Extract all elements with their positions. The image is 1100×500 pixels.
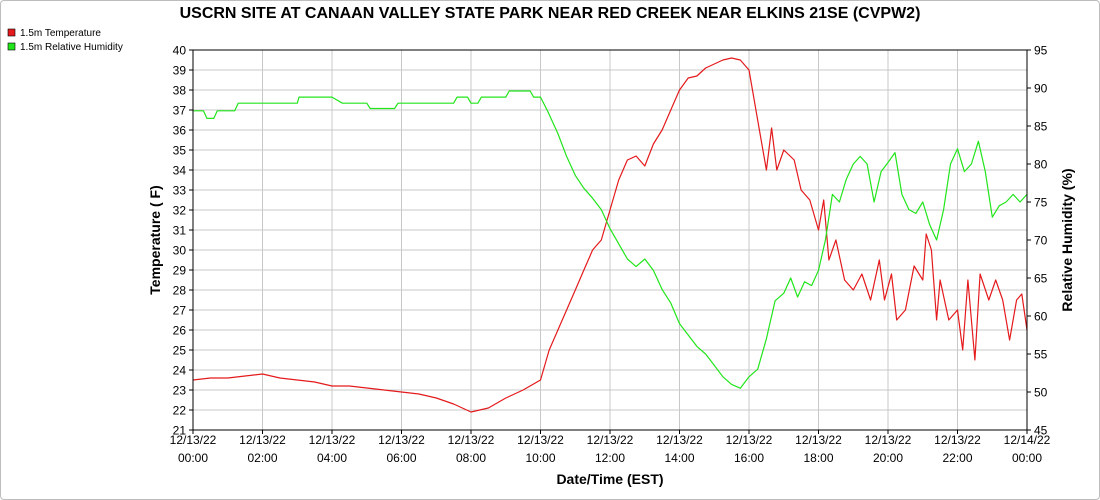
- legend: 1.5m Temperature 1.5m Relative Humidity: [7, 28, 123, 53]
- x-tick-date-label: 12/13/22: [309, 433, 356, 447]
- right-tick-label: 85: [1034, 120, 1048, 134]
- x-tick-date-label: 12/13/22: [517, 433, 564, 447]
- x-tick-date-label: 12/13/22: [239, 433, 286, 447]
- x-tick-date-label: 12/13/22: [934, 433, 981, 447]
- y-axis-right-label: Relative Humidity (%): [1059, 168, 1075, 311]
- legend-swatch-temperature: [7, 28, 16, 37]
- x-tick-date-label: 12/14/22: [1004, 433, 1051, 447]
- x-tick-date-label: 12/13/22: [865, 433, 912, 447]
- legend-label-temperature: 1.5m Temperature: [20, 28, 101, 39]
- left-tick-label: 30: [173, 244, 187, 258]
- humidity-series-line: [193, 90, 1028, 389]
- grid-lines: [192, 49, 1028, 431]
- left-tick-label: 33: [173, 184, 187, 198]
- x-axis-ticks: 12/13/22 00:00 12/13/22 02:00 12/13/22 04:00 1…: [170, 430, 1051, 465]
- right-tick-label: 75: [1034, 196, 1048, 210]
- x-tick-time-label: 00:00: [1012, 451, 1042, 465]
- x-axis-label: Date/Time (EST): [556, 471, 663, 487]
- left-tick-label: 36: [173, 124, 187, 138]
- left-axis-ticks: 21 22 23 24 25 26 27 28 29 30 31 32 33 34 35 36 37 38 39 40: [173, 44, 193, 438]
- left-tick-label: 32: [173, 204, 187, 218]
- left-tick-label: 23: [173, 384, 187, 398]
- left-tick-label: 27: [173, 304, 187, 318]
- right-tick-label: 70: [1034, 234, 1048, 248]
- x-tick-time-label: 16:00: [734, 451, 764, 465]
- left-tick-label: 37: [173, 104, 187, 118]
- chart-title: USCRN SITE AT CANAAN VALLEY STATE PARK N…: [180, 5, 921, 22]
- left-tick-label: 25: [173, 344, 187, 358]
- x-tick-time-label: 22:00: [942, 451, 972, 465]
- x-tick-time-label: 00:00: [178, 451, 208, 465]
- x-tick-time-label: 20:00: [873, 451, 903, 465]
- x-tick-date-label: 12/13/22: [587, 433, 634, 447]
- right-tick-label: 45: [1034, 424, 1048, 438]
- x-tick-date-label: 12/13/22: [726, 433, 773, 447]
- y-axis-left-label: Temperature ( F): [147, 185, 163, 294]
- right-tick-label: 50: [1034, 386, 1048, 400]
- series-lines: [192, 57, 1028, 413]
- right-tick-label: 95: [1034, 44, 1048, 58]
- left-tick-label: 39: [173, 64, 187, 78]
- legend-label-humidity: 1.5m Relative Humidity: [20, 42, 123, 53]
- right-axis-ticks: 45 50 55 60 65 70 75 80 85 90 95: [1027, 44, 1048, 438]
- left-tick-label: 29: [173, 264, 187, 278]
- left-tick-label: 28: [173, 284, 187, 298]
- x-tick-time-label: 06:00: [386, 451, 416, 465]
- left-tick-label: 40: [173, 44, 187, 58]
- right-tick-label: 55: [1034, 348, 1048, 362]
- x-tick-date-label: 12/13/22: [795, 433, 842, 447]
- plot-area-border: [192, 49, 1028, 431]
- left-tick-label: 34: [173, 164, 187, 178]
- right-tick-label: 90: [1034, 82, 1048, 96]
- left-tick-label: 35: [173, 144, 187, 158]
- temperature-series-line: [192, 57, 1028, 413]
- right-tick-label: 60: [1034, 310, 1048, 324]
- right-tick-label: 80: [1034, 158, 1048, 172]
- x-tick-time-label: 18:00: [803, 451, 833, 465]
- x-tick-date-label: 12/13/22: [378, 433, 425, 447]
- left-tick-label: 24: [173, 364, 187, 378]
- right-tick-label: 65: [1034, 272, 1048, 286]
- left-tick-label: 22: [173, 404, 187, 418]
- x-tick-time-label: 14:00: [664, 451, 694, 465]
- x-tick-date-label: 12/13/22: [448, 433, 495, 447]
- left-tick-label: 38: [173, 84, 187, 98]
- legend-swatch-humidity: [7, 42, 16, 51]
- left-tick-label: 21: [173, 424, 187, 438]
- x-tick-time-label: 02:00: [247, 451, 277, 465]
- x-tick-time-label: 12:00: [595, 451, 625, 465]
- left-tick-label: 31: [173, 224, 187, 238]
- left-tick-label: 26: [173, 324, 187, 338]
- x-tick-time-label: 04:00: [317, 451, 347, 465]
- x-tick-date-label: 12/13/22: [656, 433, 703, 447]
- x-tick-time-label: 10:00: [525, 451, 555, 465]
- x-tick-time-label: 08:00: [456, 451, 486, 465]
- x-tick-date-label: 12/13/22: [170, 433, 217, 447]
